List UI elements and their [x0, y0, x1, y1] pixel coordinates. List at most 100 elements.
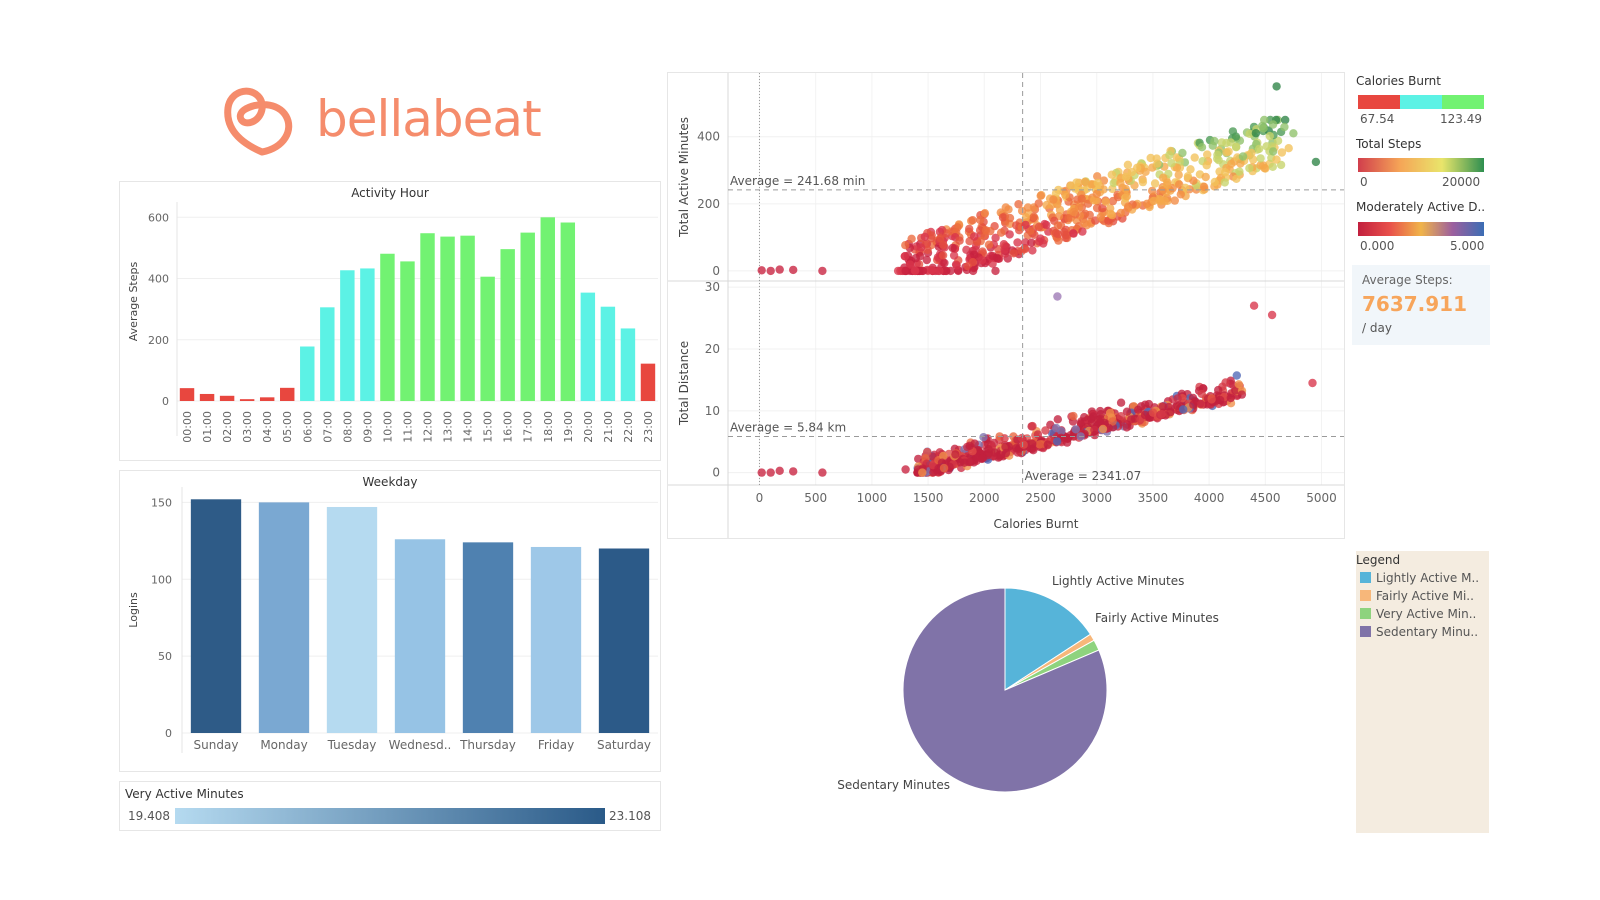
active-minutes-point — [922, 255, 931, 265]
distance-point — [939, 451, 948, 461]
steps-legend-min: 0 — [1360, 175, 1368, 189]
active-minutes-point — [1281, 115, 1290, 125]
active-minutes-point — [980, 209, 990, 218]
active-minutes-point — [1049, 195, 1058, 204]
active-minutes-point — [1256, 154, 1265, 163]
pie-legend-item[interactable]: Very Active Min.. — [1360, 607, 1476, 621]
active-minutes-point — [757, 266, 766, 275]
distance-point — [1197, 389, 1206, 399]
active-minutes-point — [981, 226, 991, 235]
active-minutes-point — [923, 245, 932, 254]
active-minutes-point — [1146, 153, 1155, 163]
bar-10:00 — [380, 253, 395, 401]
calories-legend-title: Calories Burnt — [1356, 74, 1441, 88]
active-minutes-point — [953, 223, 962, 232]
heart-logo-icon — [224, 87, 293, 156]
active-minutes-point — [911, 253, 920, 263]
distance-point — [1019, 440, 1028, 449]
distance-point — [1053, 292, 1062, 301]
active-minutes-point — [1034, 222, 1044, 232]
very-active-min-label: 19.408 — [128, 809, 170, 823]
x-tick-label: Monday — [260, 738, 307, 752]
active-minutes-point — [1053, 221, 1063, 230]
bar-20:00 — [580, 292, 596, 401]
active-minutes-point — [1021, 220, 1030, 230]
x-tick-label: Tuesday — [327, 738, 377, 752]
active-minutes-point — [1107, 170, 1116, 179]
y-tick-label: 0 — [712, 264, 720, 278]
distance-point — [1035, 440, 1044, 449]
bar-05:00 — [280, 387, 295, 401]
x-tick-label: 08:00 — [341, 411, 354, 443]
average-steps-card: Average Steps: 7637.911 / day — [1352, 265, 1490, 345]
x-tick-label: 07:00 — [321, 411, 334, 443]
active-minutes-point — [1186, 165, 1195, 174]
bar-sunday — [190, 499, 242, 733]
moderate-legend-bar — [1358, 222, 1484, 236]
pie-legend-item[interactable]: Fairly Active Mi.. — [1360, 589, 1474, 603]
pie-label: Sedentary Minutes — [837, 778, 950, 792]
average-steps-unit: / day — [1362, 321, 1392, 335]
active-minutes-point — [1109, 178, 1118, 188]
active-minutes-point — [1077, 194, 1086, 203]
distance-point — [818, 468, 827, 477]
active-minutes-point — [946, 266, 955, 276]
y-tick-label: 50 — [158, 650, 172, 663]
active-minutes-point — [1141, 167, 1150, 176]
active-minutes-point — [1116, 208, 1125, 218]
active-minutes-point — [988, 259, 997, 268]
x-axis-label: Calories Burnt — [994, 517, 1079, 531]
legend-swatch-icon — [1360, 608, 1371, 619]
active-minutes-point — [936, 234, 945, 243]
active-minutes-point — [1021, 213, 1031, 222]
active-minutes-point — [988, 251, 997, 261]
x-tick-label: 09:00 — [361, 411, 374, 443]
y-tick-label: 10 — [705, 404, 720, 418]
bar-19:00 — [560, 222, 576, 401]
active-minutes-point — [901, 241, 910, 250]
very-active-legend-title: Very Active Minutes — [125, 787, 244, 801]
active-minutes-point — [1272, 155, 1281, 164]
y-tick-label: 0 — [162, 395, 169, 408]
moderate-legend-min: 0.000 — [1360, 239, 1395, 253]
legend-swatch-icon — [1360, 590, 1371, 601]
active-minutes-point — [1227, 159, 1236, 169]
distance-point — [1080, 413, 1089, 422]
distance-point — [951, 450, 960, 459]
distance-point — [1221, 378, 1230, 387]
y-tick-label: 0 — [712, 466, 720, 480]
steps-legend-max: 20000 — [1442, 175, 1481, 189]
bar-wednesd.. — [394, 539, 446, 733]
active-minutes-point — [1149, 196, 1158, 206]
active-minutes-point — [1174, 170, 1183, 180]
distance-point — [1028, 439, 1037, 449]
x-tick-label: 3000 — [1081, 491, 1112, 505]
bar-15:00 — [480, 276, 495, 401]
active-minutes-point — [938, 251, 948, 260]
pie-legend-item[interactable]: Sedentary Minu.. — [1360, 625, 1478, 639]
distance-point — [1122, 423, 1131, 432]
activity-hour-title: Activity Hour — [351, 186, 429, 200]
bar-01:00 — [199, 393, 215, 401]
active-minutes-point — [1167, 159, 1176, 168]
active-minutes-point — [1026, 226, 1035, 235]
active-minutes-point — [940, 258, 949, 268]
active-minutes-point — [818, 266, 827, 276]
calories-legend-bar — [1358, 95, 1484, 109]
pie-slice-lightly-active-minutes — [1004, 587, 1092, 691]
distance-point — [1071, 425, 1080, 434]
distance-point — [1197, 399, 1206, 409]
x-tick-label: 2500 — [1025, 491, 1056, 505]
pie-legend-item[interactable]: Lightly Active M.. — [1360, 571, 1479, 585]
bar-18:00 — [540, 217, 555, 401]
active-minutes-point — [1034, 199, 1043, 208]
average-steps-value: 7637.911 — [1362, 292, 1468, 316]
x-tick-label: 12:00 — [422, 411, 435, 443]
bar-02:00 — [219, 395, 235, 401]
distance-point — [1207, 395, 1216, 404]
bar-13:00 — [440, 236, 455, 401]
very-active-max-label: 23.108 — [609, 809, 651, 823]
x-tick-label: 19:00 — [562, 411, 575, 443]
active-minutes-point — [910, 266, 919, 275]
active-minutes-point — [1277, 148, 1287, 157]
